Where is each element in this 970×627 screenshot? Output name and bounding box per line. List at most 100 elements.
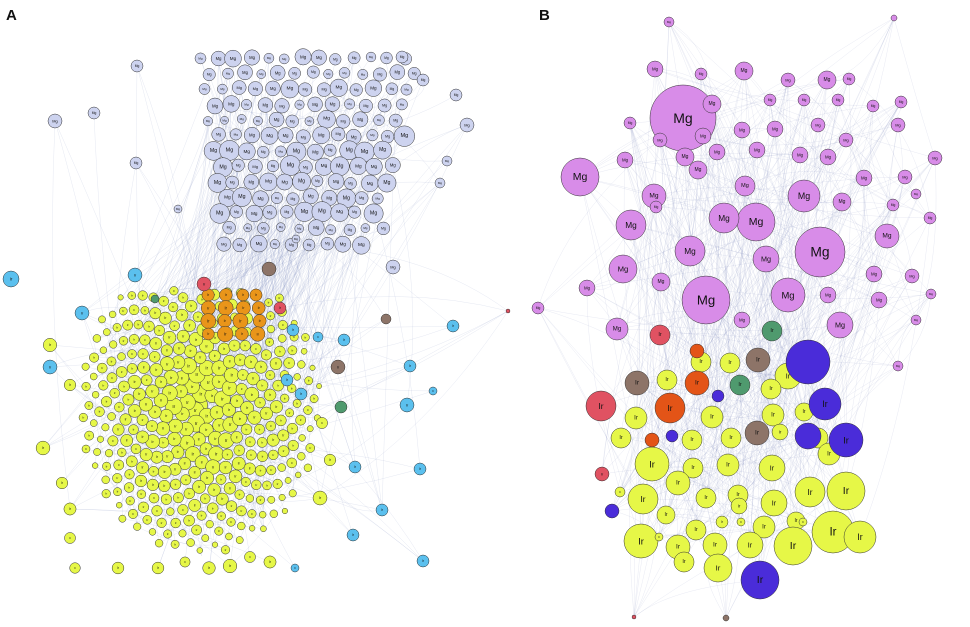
node [160, 493, 172, 505]
node-label: Mg [251, 211, 258, 216]
node-label: Ir [246, 427, 248, 431]
node [302, 238, 316, 252]
node-label: Mg [695, 167, 702, 173]
node-label: Ir [234, 474, 237, 478]
node [278, 494, 286, 501]
node [222, 558, 238, 574]
node-label: Mg [290, 119, 295, 123]
node-label: Mg [825, 155, 832, 160]
node [269, 357, 283, 370]
node-label: Ir [195, 421, 198, 426]
network-edge [689, 101, 902, 252]
node [101, 489, 111, 499]
node [92, 334, 102, 343]
network-edge [665, 149, 758, 516]
node-label: Ir [215, 452, 218, 457]
node-label: Ir [185, 427, 188, 432]
node [428, 386, 438, 396]
network-edge [696, 204, 894, 352]
node [399, 397, 415, 413]
node [400, 83, 413, 96]
network-edge [537, 307, 841, 331]
node [221, 448, 234, 461]
node [325, 224, 337, 236]
node-label: Ir [128, 486, 130, 490]
network-edge [677, 482, 797, 522]
network-edge [705, 365, 899, 499]
node [106, 372, 118, 384]
node-label: Ir [822, 399, 827, 409]
network-edge [93, 212, 270, 358]
node-label: Ir [317, 335, 319, 339]
node [831, 93, 845, 107]
network-edge [696, 185, 746, 352]
node-label: Mg [861, 176, 868, 181]
node-label: Ir [221, 396, 224, 401]
node [222, 221, 236, 235]
node [273, 301, 287, 315]
node-label: Ir [186, 400, 189, 405]
node-label: Ir [258, 306, 261, 310]
node-label: Ir [262, 454, 264, 458]
node-label: Mg [234, 210, 239, 214]
node-label: Mg [326, 195, 332, 200]
node [274, 145, 287, 158]
node-label: Ir [135, 447, 137, 451]
node-label: Ir [224, 332, 227, 337]
node [120, 434, 134, 447]
network-edge [229, 447, 311, 567]
node-label: Ir [256, 332, 259, 337]
node-label: Ir [190, 349, 193, 353]
node [366, 129, 379, 142]
node [434, 177, 446, 189]
node-label: Mg [287, 163, 295, 169]
node-label: Ir [762, 524, 766, 531]
node-label: Mg [297, 103, 301, 107]
node [114, 402, 125, 413]
network-edge [189, 499, 272, 526]
network-edge [765, 99, 805, 260]
node-label: Mg [292, 71, 297, 75]
node [159, 356, 175, 372]
network-edge [258, 307, 321, 499]
node [254, 423, 265, 435]
node [78, 412, 88, 423]
node-label: Ir [181, 375, 184, 380]
node-label: Mg [802, 98, 807, 102]
node [148, 405, 162, 419]
node [225, 500, 238, 512]
network-edge [300, 58, 406, 395]
network-edge [268, 181, 356, 468]
node [716, 453, 740, 477]
node [354, 191, 369, 206]
node-label: Mg [216, 132, 221, 136]
node [890, 117, 906, 133]
node [98, 380, 109, 391]
node [250, 326, 266, 342]
node-label: Mg [370, 133, 375, 137]
network-edge [136, 65, 144, 354]
node-label: Ir [194, 408, 197, 413]
node [126, 363, 138, 374]
network-edge [633, 579, 761, 618]
network-edge [637, 68, 656, 542]
node [259, 406, 274, 421]
node-label: Ir [228, 408, 231, 412]
node [183, 514, 195, 527]
node [385, 259, 401, 275]
network-edge [711, 103, 731, 364]
node-label: Ir [163, 470, 166, 474]
node-label: Mg [249, 133, 256, 138]
node [170, 517, 181, 529]
node [682, 457, 704, 479]
node-label: Mg [271, 164, 276, 168]
node-label: Mg [348, 102, 352, 106]
node-label: Mg [226, 72, 230, 76]
network-edge [897, 293, 932, 367]
node [127, 291, 137, 300]
node-label: Ir [181, 412, 184, 416]
node-label: Ir [157, 566, 160, 570]
node-label: Mg [749, 216, 764, 228]
node-label: Mg [228, 101, 235, 106]
node [272, 478, 283, 489]
